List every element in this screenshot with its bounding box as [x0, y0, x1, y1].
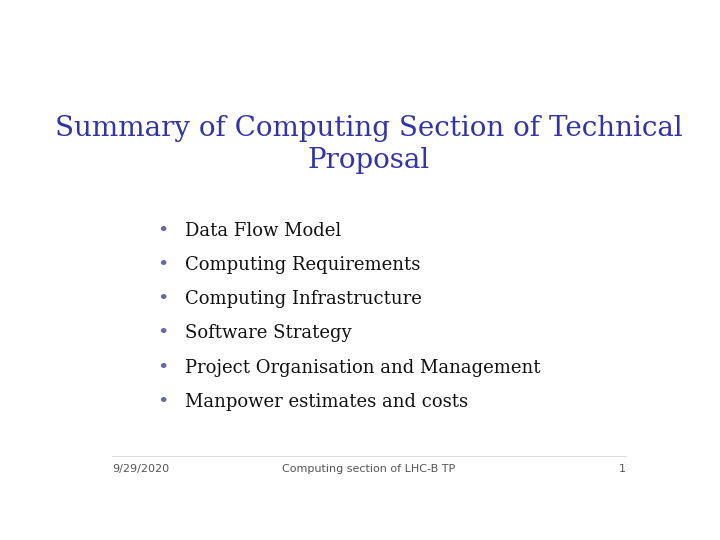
Text: •: • — [157, 325, 168, 342]
Text: Computing Infrastructure: Computing Infrastructure — [185, 291, 422, 308]
Text: Software Strategy: Software Strategy — [185, 325, 351, 342]
Text: •: • — [157, 291, 168, 308]
Text: Computing section of LHC-B TP: Computing section of LHC-B TP — [282, 464, 456, 474]
Text: 9/29/2020: 9/29/2020 — [112, 464, 169, 474]
Text: Computing Requirements: Computing Requirements — [185, 256, 420, 274]
Text: Data Flow Model: Data Flow Model — [185, 222, 341, 240]
Text: Project Organisation and Management: Project Organisation and Management — [185, 359, 540, 376]
Text: •: • — [157, 393, 168, 410]
Text: Summary of Computing Section of Technical
Proposal: Summary of Computing Section of Technica… — [55, 114, 683, 174]
Text: •: • — [157, 256, 168, 274]
Text: Manpower estimates and costs: Manpower estimates and costs — [185, 393, 468, 410]
Text: •: • — [157, 222, 168, 240]
Text: 1: 1 — [618, 464, 626, 474]
Text: •: • — [157, 359, 168, 376]
